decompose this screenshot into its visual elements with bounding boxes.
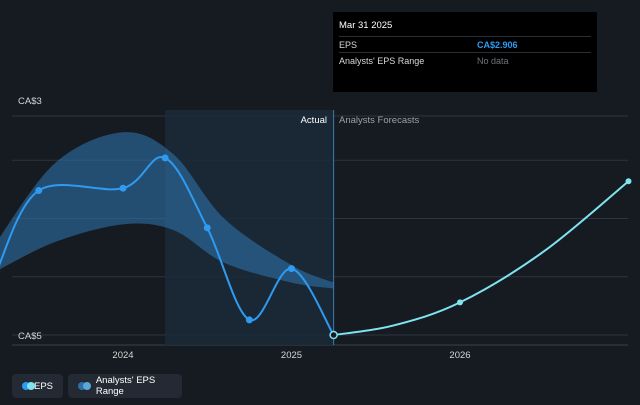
legend-eps-label: EPS [33,380,53,392]
tooltip-range-label: Analysts' EPS Range [339,56,425,66]
range-legend-icon [78,382,91,390]
y-tick-labels: CA$3 CA$5 [18,96,42,342]
tooltip-eps-row: EPS CA$2.906 [339,36,591,52]
eps-forecast-line [333,180,630,336]
y-tick-label: CA$3 [18,96,42,107]
tooltip-eps-label: EPS [339,40,358,50]
eps-data-point [245,316,253,324]
legend-eps-button[interactable]: EPS [12,374,63,398]
legend-range-label: Analysts' EPS Range [95,375,156,397]
tooltip-eps-value: CA$2.906 [477,40,518,50]
eps-data-point [119,184,127,192]
tooltip-panel: Mar 31 2025 EPS CA$2.906 Analysts' EPS R… [333,12,597,92]
tooltip-range-value: No data [477,56,509,66]
analysts-forecasts-label: Analysts Forecasts [339,115,419,126]
eps-legend-icon [22,382,35,390]
eps-data-point [161,154,169,162]
x-tick-label: 2024 [112,350,133,361]
legend-range-button[interactable]: Analysts' EPS Range [68,374,182,398]
forecast-data-point [457,299,463,306]
eps-data-point [288,265,295,273]
forecast-data-point [625,178,632,185]
eps-data-point [35,187,43,195]
y-tick-label: CA$5 [18,331,42,342]
data-points [0,154,632,340]
analysts-eps-range-band [0,132,334,289]
eps-data-point [329,330,338,340]
eps-data-point [203,224,211,232]
x-tick-label: 2026 [449,350,470,361]
tooltip-range-row: Analysts' EPS Range No data [339,52,591,68]
eps-series-line [0,156,335,336]
tooltip-date: Mar 31 2025 [339,20,393,31]
x-tick-label: 2025 [281,350,302,361]
actual-label: Actual [301,115,327,126]
x-tick-labels: 2024 2025 2026 [112,350,470,361]
